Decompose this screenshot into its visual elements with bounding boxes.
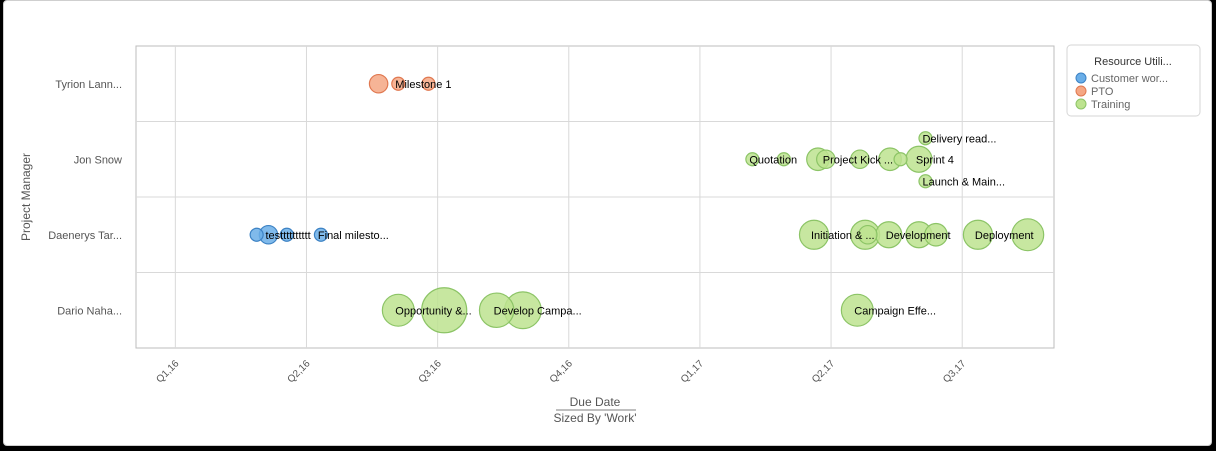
legend-swatch: [1075, 85, 1087, 97]
legend-item-label[interactable]: PTO: [1091, 86, 1114, 98]
legend-title: Resource Utili...: [1094, 56, 1172, 68]
bubble-point[interactable]: [918, 131, 933, 146]
x-tick-label: Q1,17: [679, 358, 706, 385]
y-tick-label: Jon Snow: [74, 154, 122, 166]
x-tick-label: Q2,17: [810, 358, 837, 385]
bubble-point[interactable]: [313, 227, 329, 242]
bubble-point[interactable]: [840, 293, 874, 327]
bubble-point[interactable]: [1011, 218, 1045, 252]
x-tick-label: Q4,16: [548, 358, 575, 385]
x-axis-title: Due Date: [570, 395, 621, 409]
bubble-label: Final milesto...: [318, 230, 389, 242]
x-tick-label: Q2,16: [286, 358, 313, 385]
x-tick-label: Q3,16: [417, 358, 444, 385]
x-tick-label: Q1,16: [154, 358, 181, 385]
legend: Resource Utili... Customer wor...PTOTrai…: [1066, 44, 1201, 117]
y-tick-label: Tyrion Lann...: [55, 79, 122, 91]
legend-swatch: [1075, 98, 1087, 110]
bubble-label: Development: [886, 230, 951, 242]
bubble-point[interactable]: [249, 227, 264, 242]
bubble-label: Campaign Effe...: [854, 305, 936, 317]
bubble-label: testttttttttt: [265, 230, 310, 242]
chart-frame: Tyrion Lann... Jon Snow Daenerys Tar... Dar…: [3, 0, 1212, 446]
bubble-point[interactable]: [857, 224, 878, 245]
bubble-point[interactable]: [745, 152, 760, 167]
bubble-point[interactable]: [368, 73, 389, 94]
bubble-point[interactable]: [918, 174, 933, 189]
bubble-point[interactable]: [924, 222, 948, 247]
bubble-label: Deployment: [975, 230, 1034, 242]
bubble-point[interactable]: [279, 227, 294, 242]
legend-box: [1066, 44, 1201, 117]
bubble-label: Delivery read...: [922, 133, 996, 145]
y-axis-title: Project Manager: [19, 153, 33, 241]
bubble-chart: Tyrion Lann... Jon Snow Daenerys Tar... Dar…: [19, 44, 1201, 425]
x-axis-ticks: Q1,16 Q2,16 Q3,16 Q4,16 Q1,17 Q2,17 Q3,17: [154, 358, 968, 385]
bubble-labels-layer: Milestone 1 Quotation Project Kick ... Spri…: [265, 79, 1033, 318]
bubble-label: Quotation: [749, 154, 797, 166]
bubble-point[interactable]: [850, 149, 870, 170]
bubble-point[interactable]: [421, 287, 468, 334]
legend-item-label[interactable]: Customer wor...: [1091, 73, 1168, 85]
bubble-point[interactable]: [962, 219, 994, 250]
legend-swatch: [1075, 72, 1087, 84]
bubble-label: Launch & Main...: [922, 176, 1005, 188]
bubble-label: Develop Campa...: [494, 305, 582, 317]
bubble-label: Sprint 4: [916, 154, 954, 166]
bubble-point[interactable]: [816, 149, 836, 170]
bubble-point[interactable]: [478, 292, 515, 329]
bubble-point[interactable]: [421, 76, 436, 91]
x-axis-subtitle: Sized By 'Work': [553, 411, 636, 425]
bubble-label: Project Kick ...: [823, 154, 893, 166]
bubble-point[interactable]: [391, 76, 406, 91]
y-axis-labels: Tyrion Lann... Jon Snow Daenerys Tar... Dar…: [48, 79, 122, 318]
bubbles-layer: [249, 73, 1045, 334]
bubble-label: Opportunity &...: [395, 305, 471, 317]
x-tick-label: Q3,17: [941, 358, 968, 385]
legend-item-label[interactable]: Training: [1091, 99, 1130, 111]
y-tick-label: Daenerys Tar...: [48, 230, 122, 242]
grid-layer: [136, 46, 1054, 348]
bubble-point[interactable]: [798, 219, 830, 250]
bubble-label: Initiation & ...: [811, 230, 875, 242]
bubble-label: Milestone 1: [395, 79, 451, 91]
bubble-point[interactable]: [776, 152, 791, 167]
bubble-point[interactable]: [893, 152, 908, 167]
bubble-point[interactable]: [381, 293, 415, 327]
y-tick-label: Dario Naha...: [57, 305, 122, 317]
